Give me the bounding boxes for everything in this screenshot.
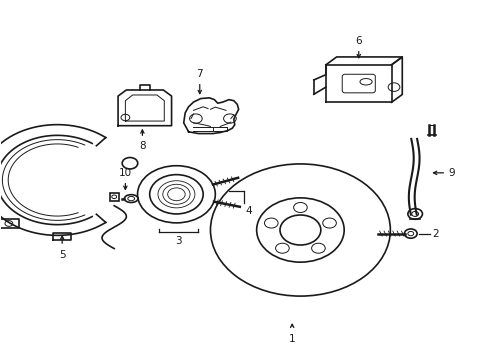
Text: 8: 8 <box>139 141 145 152</box>
Text: 2: 2 <box>432 229 438 239</box>
Text: 5: 5 <box>59 250 65 260</box>
Text: 3: 3 <box>175 237 182 247</box>
Text: 6: 6 <box>355 36 361 46</box>
Text: 10: 10 <box>119 168 132 178</box>
Text: 4: 4 <box>245 206 252 216</box>
Bar <box>110 193 118 201</box>
Text: 1: 1 <box>288 334 295 343</box>
Text: 7: 7 <box>196 69 203 79</box>
Text: 9: 9 <box>448 168 454 178</box>
